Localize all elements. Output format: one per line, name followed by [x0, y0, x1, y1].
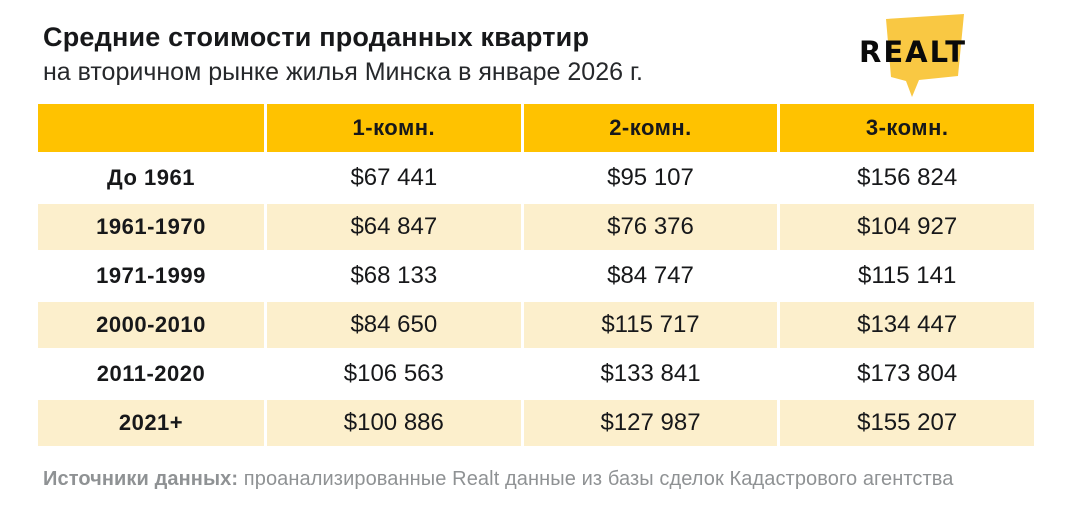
- data-source-text: проанализированные Realt данные из базы …: [238, 468, 954, 490]
- row-label: 2011-2020: [38, 351, 264, 397]
- column-header-2room: 2-комн.: [523, 104, 778, 152]
- price-cell: $155 207: [780, 400, 1034, 446]
- row-label: 1971-1999: [38, 253, 264, 299]
- price-cell: $95 107: [523, 155, 778, 201]
- price-cell: $156 824: [780, 155, 1034, 201]
- page-subtitle: на вторичном рынке жилья Минска в январе…: [43, 58, 643, 86]
- price-cell: $127 987: [523, 400, 778, 446]
- price-cell: $133 841: [523, 351, 778, 397]
- price-cell: $106 563: [267, 351, 521, 397]
- row-label: 1961-1970: [38, 204, 264, 250]
- price-cell: $100 886: [267, 400, 521, 446]
- price-table: 1-комн. 2-комн. 3-комн. До 1961 $67 441 …: [38, 104, 1034, 446]
- data-source-note: Источники данных: проанализированные Rea…: [43, 467, 1040, 491]
- row-label: До 1961: [38, 155, 264, 201]
- column-header-1room: 1-комн.: [267, 104, 521, 152]
- price-cell: $104 927: [780, 204, 1034, 250]
- price-cell: $67 441: [267, 155, 521, 201]
- price-cell: $115 141: [780, 253, 1034, 299]
- price-cell: $68 133: [267, 253, 521, 299]
- row-label: 2000-2010: [38, 302, 264, 348]
- header-titles: Средние стоимости проданных квартир на в…: [43, 21, 643, 87]
- data-source-label: Источники данных:: [43, 468, 239, 490]
- page-title: Средние стоимости проданных квартир: [43, 22, 590, 52]
- price-cell: $84 650: [267, 302, 521, 348]
- realt-logo-text: Realt: [859, 35, 968, 69]
- price-cell: $76 376: [523, 204, 778, 250]
- price-cell: $115 717: [523, 302, 778, 348]
- column-header-3room: 3-комн.: [780, 104, 1034, 152]
- speech-bubble-icon: [886, 14, 964, 97]
- price-cell: $134 447: [780, 302, 1034, 348]
- price-cell: $64 847: [267, 204, 521, 250]
- price-cell: $173 804: [780, 351, 1034, 397]
- column-header-empty: [38, 104, 264, 152]
- row-label: 2021+: [38, 400, 264, 446]
- price-cell: $84 747: [523, 253, 778, 299]
- realt-logo: Realt: [859, 8, 985, 102]
